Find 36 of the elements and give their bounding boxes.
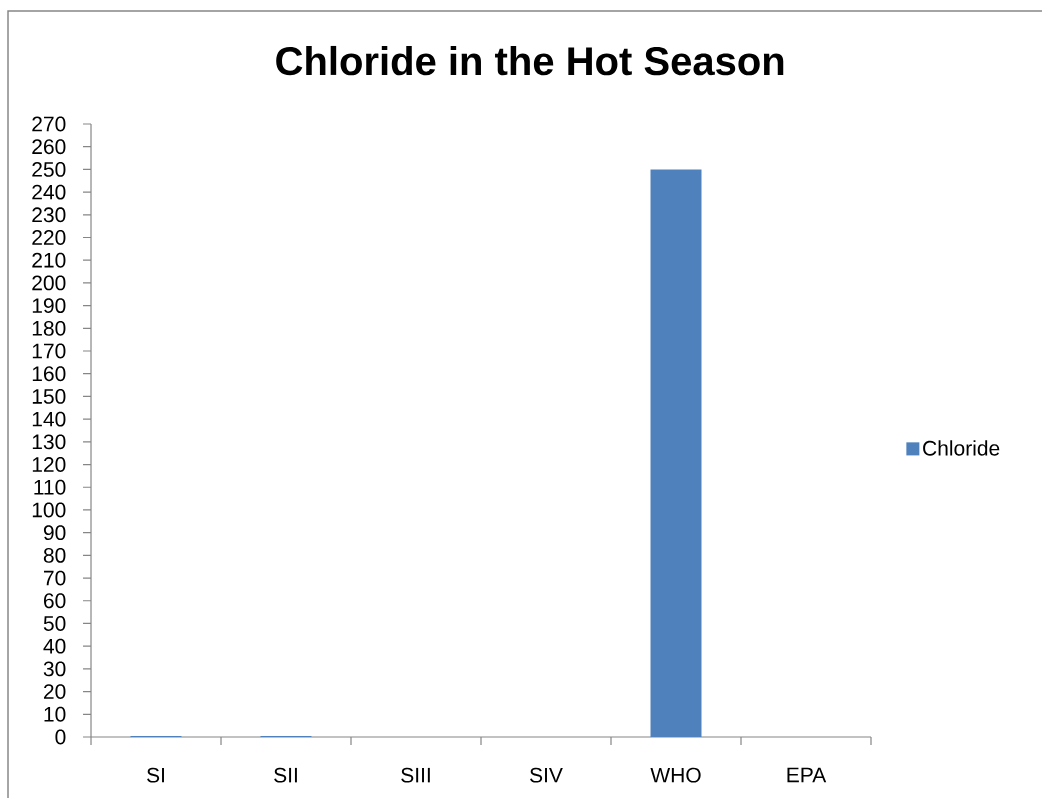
y-tick-label: 60 <box>44 593 66 609</box>
y-tick-label: 20 <box>43 684 66 700</box>
y-tick-label: 50 <box>43 616 66 631</box>
y-tick-label: 150 <box>32 389 66 404</box>
x-tick-label: SIII <box>401 767 430 783</box>
y-tick-label: 140 <box>32 411 66 427</box>
y-tick-label: 10 <box>44 706 66 722</box>
legend-label: Chloride <box>923 440 1000 456</box>
y-tick-label: 30 <box>43 661 66 677</box>
x-tick-label: SII <box>274 767 297 783</box>
y-tick-label: 130 <box>32 434 66 450</box>
y-tick-label: 0 <box>55 729 66 745</box>
x-tick-label: EPA <box>787 767 827 783</box>
y-tick-label: 270 <box>32 116 66 132</box>
y-tick-label: 240 <box>32 184 66 200</box>
y-tick-label: 200 <box>32 275 66 291</box>
y-tick-label: 190 <box>32 298 66 314</box>
y-tick-label: 250 <box>32 161 66 177</box>
y-tick-label: 110 <box>34 479 66 495</box>
y-tick-label: 90 <box>43 525 66 541</box>
y-tick-label: 70 <box>44 570 66 586</box>
y-tick-label: 100 <box>32 502 66 518</box>
y-tick-label: 260 <box>32 139 66 155</box>
y-tick-label: 210 <box>32 252 66 268</box>
y-tick-label: 230 <box>32 207 66 223</box>
y-tick-label: 180 <box>32 320 66 336</box>
x-tick-label: SIV <box>530 767 563 783</box>
x-tick-label: SI <box>147 767 164 783</box>
y-tick-label: 80 <box>43 547 66 563</box>
y-tick-label: 170 <box>32 343 66 359</box>
y-tick-label: 40 <box>43 638 66 654</box>
chart-title: Chloride in the Hot Season <box>276 45 784 76</box>
y-tick-label: 220 <box>32 230 66 245</box>
y-tick-label: 120 <box>32 457 66 472</box>
x-tick-label: WHO <box>650 767 701 783</box>
y-tick-label: 160 <box>32 366 66 382</box>
